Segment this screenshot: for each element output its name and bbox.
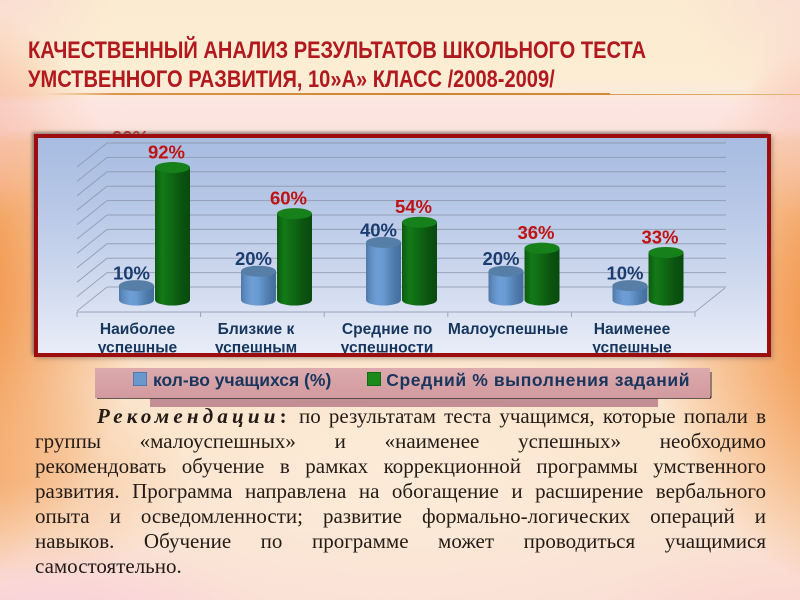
svg-text:92%: 92% — [148, 142, 185, 163]
svg-text:успешным: успешным — [215, 339, 297, 353]
svg-text:20%: 20% — [235, 248, 272, 269]
svg-text:Малоуспешные: Малоуспешные — [448, 321, 569, 338]
svg-text:Наименее: Наименее — [594, 321, 671, 338]
svg-text:54%: 54% — [395, 196, 432, 217]
svg-text:Близкие к: Близкие к — [218, 321, 295, 338]
svg-text:успешности: успешности — [341, 339, 434, 353]
svg-text:успешные: успешные — [98, 339, 178, 353]
svg-text:10%: 10% — [606, 263, 643, 284]
svg-text:20%: 20% — [482, 248, 519, 269]
svg-text:60%: 60% — [270, 188, 307, 209]
svg-text:Средние по: Средние по — [342, 321, 432, 338]
svg-text:Наиболее: Наиболее — [100, 321, 176, 338]
svg-text:36%: 36% — [517, 222, 554, 243]
svg-text:33%: 33% — [641, 226, 678, 247]
svg-text:40%: 40% — [360, 219, 397, 240]
svg-text:10%: 10% — [113, 263, 150, 284]
svg-text:успешные: успешные — [592, 339, 672, 353]
